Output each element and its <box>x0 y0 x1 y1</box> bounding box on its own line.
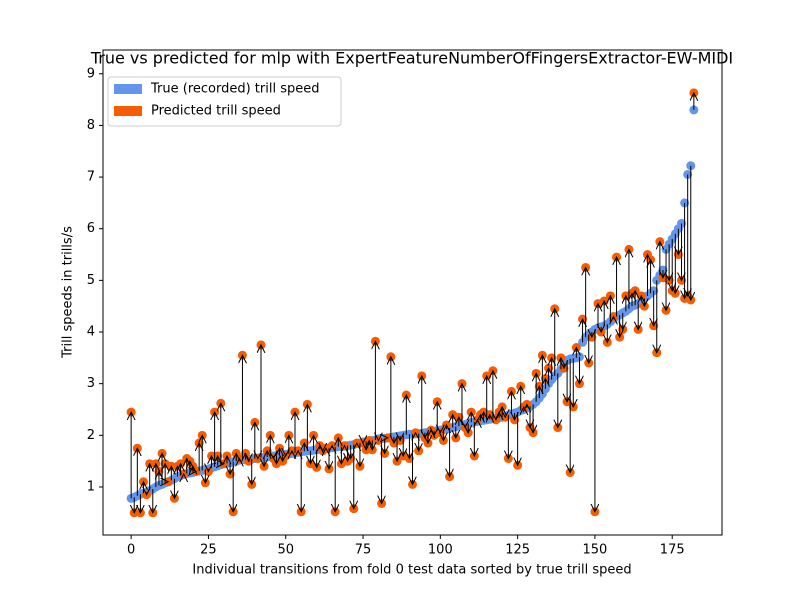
y-tick-label: 3 <box>87 376 95 391</box>
y-tick-label: 6 <box>87 221 95 236</box>
y-tick-label: 7 <box>87 170 95 185</box>
x-tick-label: 25 <box>200 543 217 558</box>
legend-box <box>107 76 342 127</box>
legend-swatch <box>114 84 142 94</box>
y-tick-label: 5 <box>87 273 95 288</box>
y-tick-label: 1 <box>87 479 95 494</box>
x-tick-label: 75 <box>355 543 372 558</box>
y-tick-label: 4 <box>87 325 95 340</box>
x-tick-label: 125 <box>505 543 530 558</box>
plot-frame <box>102 49 723 536</box>
x-tick-label: 100 <box>428 543 453 558</box>
x-axis-label: Individual transitions from fold 0 test … <box>192 563 631 578</box>
y-tick-label: 9 <box>87 66 95 81</box>
y-tick-label: 8 <box>87 118 95 133</box>
legend-label: Predicted trill speed <box>151 104 281 119</box>
x-tick-label: 175 <box>660 543 685 558</box>
y-axis-label: Trill speeds in trills/s <box>61 226 76 359</box>
x-tick-label: 50 <box>277 543 294 558</box>
legend-label: True (recorded) trill speed <box>150 82 319 97</box>
x-tick-label: 150 <box>583 543 608 558</box>
point <box>163 477 173 487</box>
x-tick-label: 0 <box>127 543 135 558</box>
legend-swatch <box>114 106 142 116</box>
y-tick-label: 2 <box>87 428 95 443</box>
chart-title: True vs predicted for mlp with ExpertFea… <box>90 49 733 68</box>
